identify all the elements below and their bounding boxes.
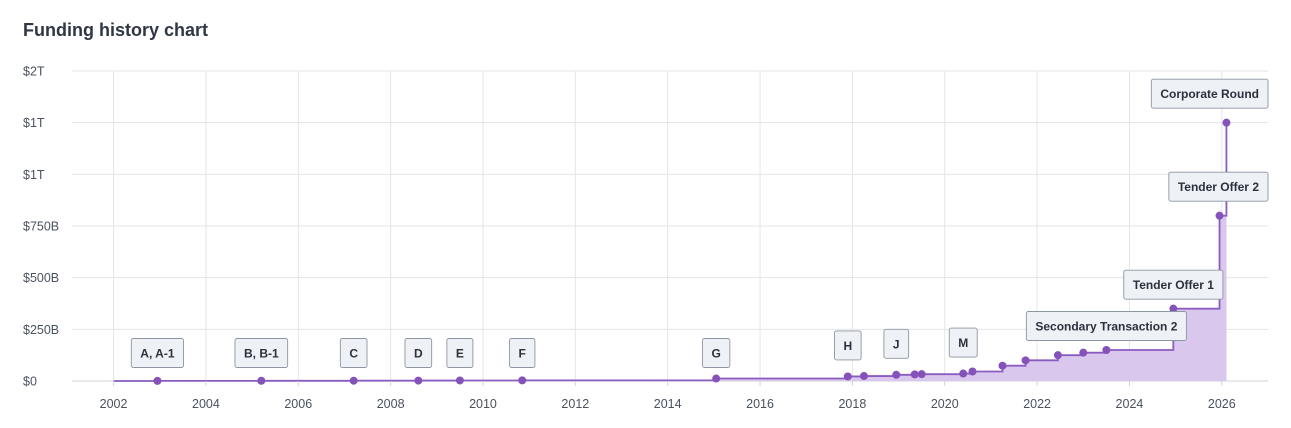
x-tick-label: 2014	[654, 397, 682, 411]
funding-point	[414, 376, 423, 385]
funding-round-label-box	[339, 338, 368, 368]
funding-round-label: Corporate Round	[1160, 87, 1259, 101]
funding-point	[859, 372, 868, 381]
funding-area	[113, 122, 1227, 382]
point-layer	[153, 118, 1231, 385]
funding-point	[1021, 356, 1030, 365]
funding-point	[712, 374, 721, 383]
y-tick-label: $2T	[23, 65, 45, 79]
funding-round-label-box	[1123, 269, 1224, 300]
funding-round-label: Secondary Transaction 2	[1035, 320, 1177, 334]
x-tick-label: 2016	[746, 397, 774, 411]
funding-round-label-box	[130, 338, 184, 368]
funding-round-label: E	[456, 347, 464, 361]
funding-point	[1169, 304, 1178, 313]
funding-point	[959, 369, 968, 378]
funding-round-label: J	[893, 337, 900, 351]
y-tick-label: $1T	[23, 168, 45, 182]
funding-round-label: F	[519, 347, 526, 361]
x-tick-label: 2012	[561, 397, 589, 411]
y-tick-label: $250B	[23, 323, 59, 337]
funding-round-label-box	[1025, 311, 1187, 341]
x-tick-label: 2002	[100, 397, 128, 411]
y-tick-label: $0	[23, 375, 37, 389]
label-layer: A, A-1 B, B-1 C D E F G H J M Secondary Transactio…	[130, 78, 1269, 368]
funding-point	[968, 367, 977, 376]
funding-point	[998, 361, 1007, 370]
funding-point	[153, 376, 162, 385]
x-tick-label: 2018	[838, 397, 866, 411]
funding-point	[843, 372, 852, 381]
funding-round-label: M	[958, 336, 968, 350]
funding-point	[1102, 346, 1111, 354]
funding-round-label: Tender Offer 2	[1178, 180, 1259, 194]
funding-point	[892, 370, 901, 379]
funding-round-label-box	[883, 328, 910, 359]
x-tick-label: 2006	[284, 397, 312, 411]
funding-round-label-box	[1168, 171, 1269, 202]
funding-round-label-box	[702, 338, 731, 368]
funding-round-label-box	[1150, 78, 1269, 109]
funding-point	[1215, 211, 1224, 220]
funding-round-label-box	[234, 338, 289, 368]
funding-round-label: H	[843, 339, 852, 353]
funding-point	[257, 376, 266, 385]
axis-layer: $0 $250B $500B $750B $1T $1T $2T 2002 2004 2006 20…	[23, 65, 1236, 412]
funding-round-label: Tender Offer 1	[1133, 278, 1214, 292]
chart-title: Funding history chart	[23, 20, 209, 40]
x-tick-label: 2022	[1023, 397, 1051, 411]
funding-point	[518, 376, 527, 385]
x-tick-label: 2010	[469, 397, 497, 411]
funding-round-label: C	[349, 347, 358, 361]
funding-point	[1222, 118, 1231, 127]
funding-point	[1079, 348, 1088, 357]
y-tick-label: $500B	[23, 271, 59, 285]
funding-round-label: B, B-1	[244, 347, 279, 361]
funding-point	[910, 370, 919, 379]
funding-round-label: A, A-1	[140, 347, 175, 361]
funding-round-label-box	[446, 338, 474, 368]
funding-round-label-box	[833, 330, 862, 361]
funding-round-label: G	[712, 347, 721, 361]
x-tick-label: 2026	[1208, 397, 1236, 411]
funding-point	[349, 376, 358, 385]
funding-round-label-box	[948, 327, 978, 358]
funding-round-label-box	[509, 338, 536, 368]
funding-point	[455, 376, 464, 385]
x-tick-label: 2020	[931, 397, 959, 411]
x-tick-label: 2008	[377, 397, 405, 411]
y-tick-label: $1T	[23, 116, 45, 130]
funding-round-label-box	[404, 338, 433, 368]
x-tick-label: 2004	[192, 397, 220, 411]
funding-point	[917, 370, 926, 379]
funding-round-label: D	[414, 347, 423, 361]
y-tick-label: $750B	[23, 220, 59, 234]
x-tick-label: 2024	[1116, 397, 1144, 411]
funding-point	[1053, 351, 1062, 360]
